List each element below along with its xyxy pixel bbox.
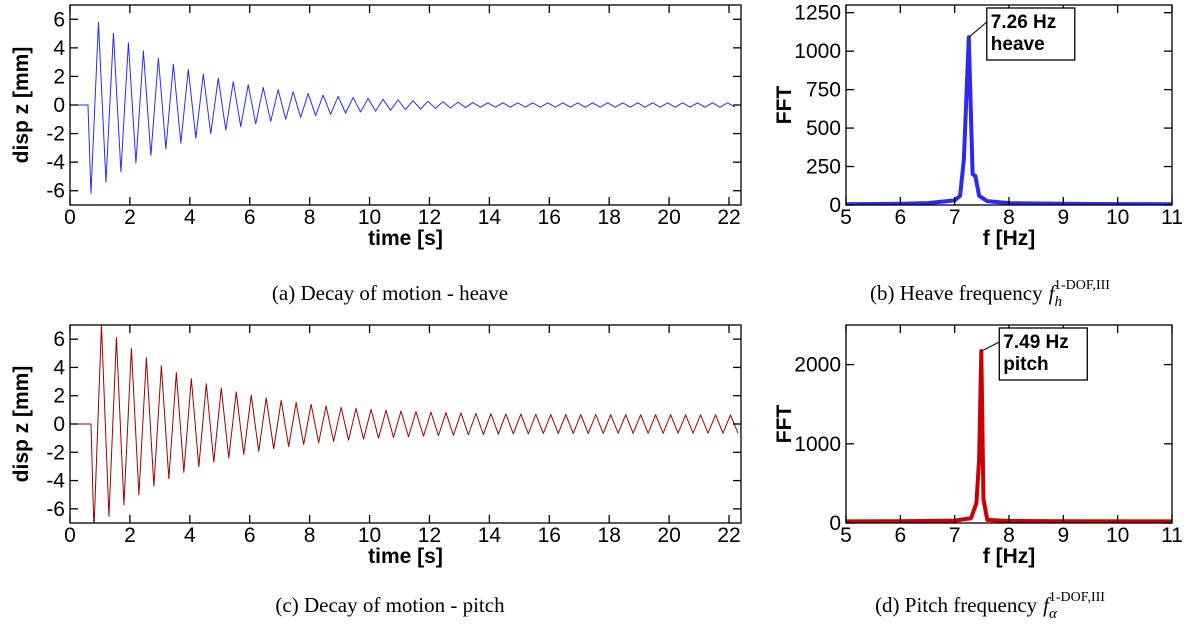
y-tick-label: 1000 <box>794 40 841 63</box>
data-line <box>70 21 736 195</box>
x-tick-label: 8 <box>304 206 316 229</box>
x-tick-label: 16 <box>538 524 561 547</box>
caption-text: (c) Decay of motion - pitch <box>275 593 505 617</box>
caption-sup: 1-DOF,III <box>1049 590 1105 605</box>
x-tick-label: 9 <box>1057 206 1069 229</box>
caption-symbol: f <box>1049 281 1058 305</box>
x-tick-label: 4 <box>184 206 196 229</box>
y-tick-label: 500 <box>806 117 841 140</box>
y-tick-label: -4 <box>46 151 65 174</box>
y-tick-label: 750 <box>806 79 841 102</box>
x-tick-label: 9 <box>1057 524 1069 547</box>
x-tick-label: 8 <box>1003 206 1015 229</box>
x-tick-label: 20 <box>657 206 680 229</box>
x-tick-label: 14 <box>478 206 502 229</box>
y-axis-label: disp z [mm] <box>10 366 33 483</box>
x-tick-label: 12 <box>418 524 441 547</box>
caption-text: (d) Pitch frequency <box>875 593 1038 617</box>
annotation-leader <box>968 21 988 38</box>
y-tick-label: 0 <box>829 512 841 535</box>
x-tick-label: 5 <box>840 524 852 547</box>
y-tick-label: 4 <box>53 37 65 60</box>
y-axis-label: FFT <box>773 86 796 125</box>
y-tick-label: 2000 <box>794 354 841 377</box>
annotation-text: 7.49 Hz <box>1003 332 1068 353</box>
x-tick-label: 4 <box>184 524 196 547</box>
annotation-text: 7.26 Hz <box>991 12 1056 33</box>
x-tick-label: 10 <box>1106 524 1129 547</box>
x-tick-label: 14 <box>478 524 502 547</box>
y-tick-label: 250 <box>806 156 841 179</box>
y-tick-label: -6 <box>46 498 65 521</box>
y-tick-label: 1250 <box>794 2 841 25</box>
x-tick-label: 7 <box>949 206 961 229</box>
x-tick-label: 6 <box>244 206 256 229</box>
y-tick-label: 0 <box>53 94 65 117</box>
x-tick-label: 6 <box>894 524 906 547</box>
y-tick-label: 6 <box>53 8 65 31</box>
x-tick-label: 18 <box>598 524 621 547</box>
x-tick-label: 11 <box>1161 206 1183 229</box>
x-tick-label: 6 <box>244 524 256 547</box>
x-tick-label: 8 <box>304 524 316 547</box>
x-tick-label: 22 <box>717 524 740 547</box>
plot-frame <box>69 324 742 524</box>
x-tick-label: 10 <box>358 206 381 229</box>
y-tick-label: -2 <box>46 441 65 464</box>
y-tick-label: 2 <box>53 385 65 408</box>
x-tick-label: 22 <box>717 206 740 229</box>
x-axis-label: f [Hz] <box>983 227 1035 250</box>
x-tick-label: 10 <box>358 524 381 547</box>
y-tick-label: 1000 <box>794 433 841 456</box>
annotation-leader <box>981 341 1000 352</box>
y-axis-label: disp z [mm] <box>10 47 33 164</box>
annotation-box <box>998 327 1088 381</box>
x-tick-label: 6 <box>894 206 906 229</box>
annotation-text: pitch <box>1003 354 1048 375</box>
caption-text: (a) Decay of motion - heave <box>272 281 508 305</box>
caption-sub: h <box>1054 294 1062 310</box>
caption-sup: 1-DOF,III <box>1054 278 1110 293</box>
y-tick-label: 6 <box>53 328 65 351</box>
x-axis-label: f [Hz] <box>983 545 1035 568</box>
x-tick-label: 0 <box>64 206 76 229</box>
x-tick-label: 0 <box>64 524 76 547</box>
y-tick-label: -4 <box>46 470 65 493</box>
caption: (b) Heave frequency fh1-DOF,III <box>870 278 1110 310</box>
y-tick-label: 2 <box>53 65 65 88</box>
x-tick-label: 20 <box>657 524 680 547</box>
caption-symbol: f <box>1043 593 1052 617</box>
y-tick-label: 0 <box>829 194 841 217</box>
data-line <box>846 349 1172 523</box>
x-axis-label: time [s] <box>368 545 443 568</box>
x-axis-label: time [s] <box>368 227 443 250</box>
x-tick-label: 16 <box>538 206 561 229</box>
x-tick-label: 7 <box>949 524 961 547</box>
x-tick-label: 5 <box>840 206 852 229</box>
x-tick-label: 2 <box>124 524 136 547</box>
caption: (a) Decay of motion - heave <box>272 281 508 305</box>
data-line <box>846 35 1172 205</box>
caption-text: (b) Heave frequency <box>870 281 1043 305</box>
x-tick-label: 12 <box>418 206 441 229</box>
x-tick-label: 18 <box>598 206 621 229</box>
x-tick-label: 2 <box>124 206 136 229</box>
caption: (c) Decay of motion - pitch <box>275 593 505 617</box>
y-tick-label: 0 <box>53 413 65 436</box>
y-axis-label: FFT <box>773 405 796 444</box>
annotation-box <box>986 7 1076 61</box>
annotation-text: heave <box>991 34 1045 55</box>
data-line <box>70 325 739 523</box>
y-tick-label: -6 <box>46 180 65 203</box>
x-tick-label: 8 <box>1003 524 1015 547</box>
caption-sub: α <box>1049 606 1058 622</box>
x-tick-label: 11 <box>1161 524 1183 547</box>
y-tick-label: 4 <box>53 356 65 379</box>
x-tick-label: 10 <box>1106 206 1129 229</box>
y-tick-label: -2 <box>46 123 65 146</box>
caption: (d) Pitch frequency fα1-DOF,III <box>875 590 1105 622</box>
plot-frame <box>69 4 742 206</box>
